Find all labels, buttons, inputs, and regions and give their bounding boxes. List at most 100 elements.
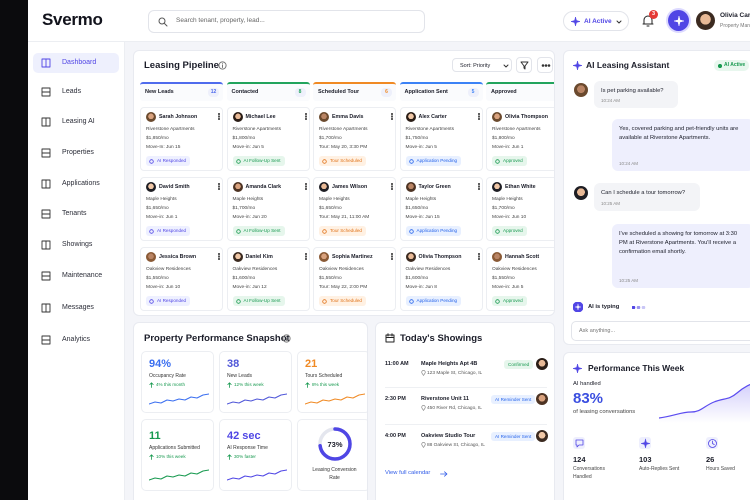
lead-name: Michael Lee: [245, 114, 276, 120]
column-name: New Leads: [145, 89, 174, 95]
search-box[interactable]: Search tenant, property, lead...: [148, 10, 425, 33]
lead-date: Move-in: Jun 1: [492, 145, 524, 150]
nav-item[interactable]: Messages: [33, 298, 119, 318]
nav-item[interactable]: Properties: [33, 143, 119, 163]
lead-card[interactable]: Jessica Brown Oakview Residences $1,550/mo…: [140, 247, 223, 311]
icon-circle: [477, 185, 480, 188]
icon-circle: [218, 253, 220, 256]
avatar: [574, 186, 588, 200]
icon-circle: [477, 183, 480, 186]
column-count: 5: [467, 87, 479, 97]
icon-circle: [495, 158, 500, 164]
icon-circle: [477, 117, 480, 120]
showing-time: 2:30 PM: [385, 396, 406, 402]
nav-item[interactable]: Dashboard: [33, 53, 119, 73]
lead-card[interactable]: Olivia Thompson Riverstone Apartments $1,8…: [486, 107, 554, 171]
column-header: Scheduled Tour 6: [313, 82, 396, 101]
column-count: 4: [554, 88, 555, 97]
lead-card[interactable]: Emma Davis Riverstone Apartments $1,700/mo…: [313, 107, 396, 171]
chat-input[interactable]: Ask anything...: [571, 321, 750, 341]
metric-tile: 11 Applications Submitted 10% this week: [141, 419, 214, 491]
pin-icon: [421, 370, 426, 376]
showing-place: Riverstone Unit 11: [421, 396, 469, 402]
lead-name: Sophia Martinez: [332, 254, 373, 260]
calendar-link[interactable]: View full calendar: [385, 470, 431, 476]
nav-item[interactable]: Applications: [33, 174, 119, 194]
ai-assist-button[interactable]: [668, 10, 689, 31]
status-text: Approved: [503, 228, 523, 233]
icon-circle: [235, 228, 241, 234]
avatar: [232, 182, 243, 192]
lead-rent: $1,700/mo: [232, 206, 256, 211]
info-icon: [282, 334, 291, 343]
icon-circle: [304, 117, 307, 120]
avatar: [492, 252, 502, 262]
lead-card[interactable]: James Wilson Maple Heights $1,650/mo Tour: …: [313, 177, 396, 241]
nav-item[interactable]: Showings: [33, 235, 119, 255]
sparkline: [227, 469, 287, 481]
lead-card[interactable]: Sarah Johnson Riverstone Apartments $1,850…: [140, 107, 223, 171]
more-button[interactable]: [537, 57, 553, 73]
lead-property: Oakview Residences: [232, 267, 278, 272]
nav-item[interactable]: Maintenance: [33, 266, 119, 286]
notification-button[interactable]: 3: [640, 10, 658, 31]
lead-card[interactable]: Hannah Scott Oakview Residences $1,550/mo M…: [486, 247, 554, 311]
search-placeholder: Search tenant, property, lead...: [176, 17, 265, 24]
metric-change: 30% faster: [234, 454, 256, 459]
nav-item[interactable]: Tenants: [33, 204, 119, 224]
status-badge: Application Pending: [405, 226, 462, 236]
lead-card[interactable]: Sophia Martinez Oakview Residences $1,550/…: [313, 247, 396, 311]
lead-card[interactable]: David Smith Maple Heights $1,650/mo Move-in…: [140, 177, 223, 241]
status-text: AI Responded: [157, 158, 187, 163]
nav-item[interactable]: Leasing AI: [33, 112, 119, 132]
pin-icon: [421, 442, 426, 448]
icon-circle: [408, 228, 414, 234]
lead-card[interactable]: Michael Lee Riverstone Apartments $1,800/m…: [226, 107, 310, 171]
typing-dots: [632, 306, 646, 309]
status-text: AI Follow-Up Sent: [243, 298, 281, 303]
nav-item[interactable]: Analytics: [33, 330, 119, 350]
conversion-value: 73%: [327, 440, 343, 449]
stat-icon: [706, 437, 718, 449]
icon-circle: [322, 158, 327, 164]
icon-path: [573, 61, 582, 70]
icon-path: [41, 335, 51, 345]
sparkline: [227, 393, 287, 405]
badge-icon: [235, 228, 241, 234]
status-badge: Application Pending: [405, 296, 462, 306]
metric-change: 8% this week: [312, 382, 340, 387]
stat-value: 124: [573, 455, 586, 464]
lead-card[interactable]: Alex Carter Riverstone Apartments $1,750/m…: [399, 107, 483, 171]
up-arrow: [227, 454, 232, 460]
avatar: [232, 252, 243, 262]
ai-status-pill[interactable]: AI Active: [563, 11, 629, 31]
metric-tile: 21 Tours Scheduled 8% this week: [297, 351, 367, 413]
status-badge: Application Pending: [405, 156, 462, 166]
sort-dropdown[interactable]: Sort: Priority: [452, 58, 512, 72]
icon-circle: [391, 253, 393, 256]
lead-card[interactable]: Ethan White Maple Heights $1,700/mo Move-in…: [486, 177, 554, 241]
lead-card[interactable]: Daniel Kim Oakview Residences $1,600/mo Mov…: [226, 247, 310, 311]
lead-card[interactable]: Amanda Clark Maple Heights $1,700/mo Move-i…: [226, 177, 310, 241]
nav-label: Maintenance: [62, 272, 103, 279]
more-icon: [391, 253, 393, 260]
icon-path: [673, 15, 684, 26]
lead-card[interactable]: Taylor Green Maple Heights $1,650/mo Move-i…: [399, 177, 483, 241]
icon-circle: [541, 64, 545, 67]
icon-circle: [304, 185, 307, 188]
avatar: [492, 112, 502, 122]
stat-icon: [639, 437, 651, 449]
lead-date: Move-in: Jun 8: [405, 285, 437, 290]
icon-path: [227, 469, 287, 481]
avatar: [574, 83, 588, 97]
lead-rent: $1,800/mo: [492, 136, 515, 141]
lead-property: Riverstone Apartments: [319, 127, 368, 132]
icon-circle: [547, 64, 551, 67]
nav-item[interactable]: Leads: [33, 82, 119, 102]
filter-button[interactable]: [516, 57, 532, 73]
lead-date: Tour: May 21, 11:00 AM: [319, 215, 370, 220]
lead-card[interactable]: Olivia Thompson Oakview Residences $1,600/…: [399, 247, 483, 311]
icon-path: [520, 61, 529, 70]
icon-path: [305, 382, 310, 388]
